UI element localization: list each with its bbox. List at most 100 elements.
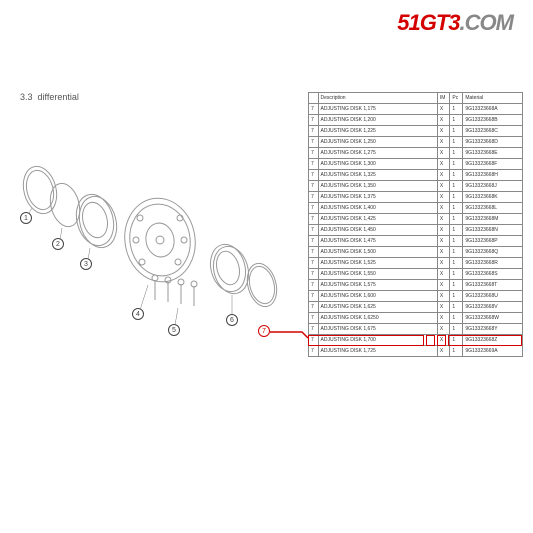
cell-pc: 1: [450, 126, 463, 137]
cell-im: X: [437, 269, 450, 280]
cell-d: ADJUSTING DISK 1,400: [318, 203, 437, 214]
cell-n: 7: [309, 159, 319, 170]
cell-pc: 1: [450, 192, 463, 203]
cell-m: 9G13323668D: [463, 137, 523, 148]
callout-1: 1: [20, 212, 32, 224]
table-row: 7ADJUSTING DISK 1,450X19G13323668N: [309, 225, 523, 236]
cell-n: 7: [309, 280, 319, 291]
table-row: 7ADJUSTING DISK 1,550X19G13323668S: [309, 269, 523, 280]
cell-m: 9G13323668C: [463, 126, 523, 137]
cell-n: 7: [309, 225, 319, 236]
cell-pc: 1: [450, 104, 463, 115]
callout-7: 7: [258, 325, 270, 337]
cell-im: X: [437, 104, 450, 115]
cell-d: ADJUSTING DISK 1,375: [318, 192, 437, 203]
cell-im: X: [437, 280, 450, 291]
table-row: 7ADJUSTING DISK 1,225X19G13323668C: [309, 126, 523, 137]
cell-d: ADJUSTING DISK 1,425: [318, 214, 437, 225]
cell-pc: 1: [450, 291, 463, 302]
cell-m: 9G13323668V: [463, 302, 523, 313]
cell-d: ADJUSTING DISK 1,250: [318, 137, 437, 148]
logo-part1: 51GT3: [397, 10, 459, 35]
cell-m: 9G13323668T: [463, 280, 523, 291]
cell-n: 7: [309, 313, 319, 324]
cell-m: 9G13323668Y: [463, 324, 523, 335]
cell-d: ADJUSTING DISK 1,175: [318, 104, 437, 115]
cell-d: ADJUSTING DISK 1,325: [318, 170, 437, 181]
cell-n: 7: [309, 115, 319, 126]
cell-pc: 1: [450, 247, 463, 258]
cell-im: X: [437, 159, 450, 170]
cell-d: ADJUSTING DISK 1,550: [318, 269, 437, 280]
cell-pc: 1: [450, 137, 463, 148]
cell-m: 9G13323669A: [463, 346, 523, 357]
cell-im: X: [437, 170, 450, 181]
table-body: 7ADJUSTING DISK 1,175X19G13323668A7ADJUS…: [309, 104, 523, 357]
cell-d: ADJUSTING DISK 1,675: [318, 324, 437, 335]
table-row: 7ADJUSTING DISK 1,6250X19G13323668W: [309, 313, 523, 324]
cell-im: X: [437, 192, 450, 203]
cell-im: X: [437, 313, 450, 324]
cell-n: 7: [309, 258, 319, 269]
cell-d: ADJUSTING DISK 1,700: [318, 335, 437, 346]
cell-im: X: [437, 247, 450, 258]
cell-im: X: [437, 203, 450, 214]
callout-3: 3: [80, 258, 92, 270]
cell-n: 7: [309, 137, 319, 148]
cell-im: X: [437, 137, 450, 148]
cell-d: ADJUSTING DISK 1,475: [318, 236, 437, 247]
cell-im: X: [437, 181, 450, 192]
callout-2: 2: [52, 238, 64, 250]
cell-pc: 1: [450, 324, 463, 335]
cell-n: 7: [309, 236, 319, 247]
table-row: 7ADJUSTING DISK 1,700X19G13323668Z: [309, 335, 523, 346]
cell-pc: 1: [450, 335, 463, 346]
cell-im: X: [437, 346, 450, 357]
cell-n: 7: [309, 192, 319, 203]
cell-m: 9G13323668L: [463, 203, 523, 214]
cell-n: 7: [309, 302, 319, 313]
cell-n: 7: [309, 170, 319, 181]
cell-n: 7: [309, 126, 319, 137]
header-num: [309, 93, 319, 104]
cell-pc: 1: [450, 170, 463, 181]
cell-pc: 1: [450, 258, 463, 269]
table-row: 7ADJUSTING DISK 1,725X19G13323669A: [309, 346, 523, 357]
table-row: 7ADJUSTING DISK 1,250X19G13323668D: [309, 137, 523, 148]
table-row: 7ADJUSTING DISK 1,425X19G13323668M: [309, 214, 523, 225]
callout-4: 4: [132, 308, 144, 320]
cell-d: ADJUSTING DISK 1,450: [318, 225, 437, 236]
cell-pc: 1: [450, 203, 463, 214]
cell-im: X: [437, 302, 450, 313]
cell-d: ADJUSTING DISK 1,300: [318, 159, 437, 170]
cell-n: 7: [309, 148, 319, 159]
callout-5: 5: [168, 324, 180, 336]
cell-im: X: [437, 335, 450, 346]
cell-pc: 1: [450, 148, 463, 159]
cell-im: X: [437, 115, 450, 126]
table-row: 7ADJUSTING DISK 1,575X19G13323668T: [309, 280, 523, 291]
cell-m: 9G13323668R: [463, 258, 523, 269]
table-row: 7ADJUSTING DISK 1,525X19G13323668R: [309, 258, 523, 269]
cell-im: X: [437, 291, 450, 302]
header-im: IM: [437, 93, 450, 104]
table-row: 7ADJUSTING DISK 1,500X19G13323668Q: [309, 247, 523, 258]
cell-pc: 1: [450, 269, 463, 280]
table-header-row: Description IM Pc Material: [309, 93, 523, 104]
cell-n: 7: [309, 324, 319, 335]
callout-6: 6: [226, 314, 238, 326]
cell-pc: 1: [450, 313, 463, 324]
cell-n: 7: [309, 346, 319, 357]
cell-d: ADJUSTING DISK 1,225: [318, 126, 437, 137]
cell-pc: 1: [450, 225, 463, 236]
cell-im: X: [437, 324, 450, 335]
header-pc: Pc: [450, 93, 463, 104]
table-row: 7ADJUSTING DISK 1,275X19G13323668E: [309, 148, 523, 159]
cell-pc: 1: [450, 159, 463, 170]
cell-d: ADJUSTING DISK 1,350: [318, 181, 437, 192]
table-row: 7ADJUSTING DISK 1,400X19G13323668L: [309, 203, 523, 214]
cell-m: 9G13323668W: [463, 313, 523, 324]
cell-n: 7: [309, 269, 319, 280]
cell-im: X: [437, 258, 450, 269]
cell-m: 9G13323668S: [463, 269, 523, 280]
